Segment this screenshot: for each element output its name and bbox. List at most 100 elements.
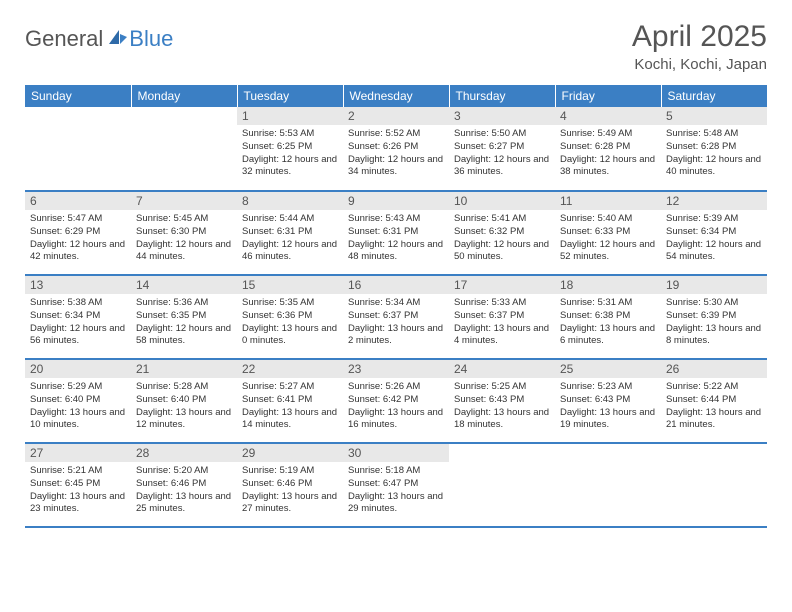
day-number: 12 bbox=[661, 192, 767, 210]
day-body: Sunrise: 5:27 AMSunset: 6:41 PMDaylight:… bbox=[237, 378, 343, 437]
day-cell: 30Sunrise: 5:18 AMSunset: 6:47 PMDayligh… bbox=[343, 443, 449, 527]
day-number: 15 bbox=[237, 276, 343, 294]
day-body: Sunrise: 5:21 AMSunset: 6:45 PMDaylight:… bbox=[25, 462, 131, 521]
day-body: Sunrise: 5:30 AMSunset: 6:39 PMDaylight:… bbox=[661, 294, 767, 353]
day-number: 16 bbox=[343, 276, 449, 294]
day-number: 8 bbox=[237, 192, 343, 210]
day-body: Sunrise: 5:52 AMSunset: 6:26 PMDaylight:… bbox=[343, 125, 449, 184]
day-body: Sunrise: 5:36 AMSunset: 6:35 PMDaylight:… bbox=[131, 294, 237, 353]
day-cell: 19Sunrise: 5:30 AMSunset: 6:39 PMDayligh… bbox=[661, 275, 767, 359]
empty-cell bbox=[131, 107, 237, 191]
day-cell: 24Sunrise: 5:25 AMSunset: 6:43 PMDayligh… bbox=[449, 359, 555, 443]
day-number: 3 bbox=[449, 107, 555, 125]
day-cell: 28Sunrise: 5:20 AMSunset: 6:46 PMDayligh… bbox=[131, 443, 237, 527]
day-body: Sunrise: 5:29 AMSunset: 6:40 PMDaylight:… bbox=[25, 378, 131, 437]
month-title: April 2025 bbox=[632, 20, 767, 54]
day-number: 23 bbox=[343, 360, 449, 378]
week-row: 13Sunrise: 5:38 AMSunset: 6:34 PMDayligh… bbox=[25, 275, 767, 359]
empty-cell bbox=[661, 443, 767, 527]
day-body: Sunrise: 5:50 AMSunset: 6:27 PMDaylight:… bbox=[449, 125, 555, 184]
day-cell: 9Sunrise: 5:43 AMSunset: 6:31 PMDaylight… bbox=[343, 191, 449, 275]
day-number: 4 bbox=[555, 107, 661, 125]
day-cell: 27Sunrise: 5:21 AMSunset: 6:45 PMDayligh… bbox=[25, 443, 131, 527]
day-number: 14 bbox=[131, 276, 237, 294]
sail-icon bbox=[107, 26, 129, 52]
day-cell: 5Sunrise: 5:48 AMSunset: 6:28 PMDaylight… bbox=[661, 107, 767, 191]
brand-part1: General bbox=[25, 26, 103, 52]
day-cell: 13Sunrise: 5:38 AMSunset: 6:34 PMDayligh… bbox=[25, 275, 131, 359]
day-cell: 14Sunrise: 5:36 AMSunset: 6:35 PMDayligh… bbox=[131, 275, 237, 359]
day-cell: 23Sunrise: 5:26 AMSunset: 6:42 PMDayligh… bbox=[343, 359, 449, 443]
location-text: Kochi, Kochi, Japan bbox=[632, 56, 767, 73]
day-cell: 29Sunrise: 5:19 AMSunset: 6:46 PMDayligh… bbox=[237, 443, 343, 527]
day-cell: 6Sunrise: 5:47 AMSunset: 6:29 PMDaylight… bbox=[25, 191, 131, 275]
day-number: 1 bbox=[237, 107, 343, 125]
day-cell: 26Sunrise: 5:22 AMSunset: 6:44 PMDayligh… bbox=[661, 359, 767, 443]
calendar-page: General Blue April 2025 Kochi, Kochi, Ja… bbox=[0, 0, 792, 548]
day-cell: 12Sunrise: 5:39 AMSunset: 6:34 PMDayligh… bbox=[661, 191, 767, 275]
day-body: Sunrise: 5:25 AMSunset: 6:43 PMDaylight:… bbox=[449, 378, 555, 437]
day-body: Sunrise: 5:47 AMSunset: 6:29 PMDaylight:… bbox=[25, 210, 131, 269]
day-body: Sunrise: 5:35 AMSunset: 6:36 PMDaylight:… bbox=[237, 294, 343, 353]
day-number: 20 bbox=[25, 360, 131, 378]
day-number: 24 bbox=[449, 360, 555, 378]
day-number: 11 bbox=[555, 192, 661, 210]
day-number: 26 bbox=[661, 360, 767, 378]
day-body: Sunrise: 5:31 AMSunset: 6:38 PMDaylight:… bbox=[555, 294, 661, 353]
day-cell: 16Sunrise: 5:34 AMSunset: 6:37 PMDayligh… bbox=[343, 275, 449, 359]
day-number: 28 bbox=[131, 444, 237, 462]
calendar-table: SundayMondayTuesdayWednesdayThursdayFrid… bbox=[25, 85, 767, 528]
dow-row: SundayMondayTuesdayWednesdayThursdayFrid… bbox=[25, 85, 767, 107]
dow-cell: Monday bbox=[131, 85, 237, 107]
day-body: Sunrise: 5:45 AMSunset: 6:30 PMDaylight:… bbox=[131, 210, 237, 269]
day-number: 13 bbox=[25, 276, 131, 294]
day-cell: 11Sunrise: 5:40 AMSunset: 6:33 PMDayligh… bbox=[555, 191, 661, 275]
day-cell: 18Sunrise: 5:31 AMSunset: 6:38 PMDayligh… bbox=[555, 275, 661, 359]
day-body: Sunrise: 5:49 AMSunset: 6:28 PMDaylight:… bbox=[555, 125, 661, 184]
day-cell: 1Sunrise: 5:53 AMSunset: 6:25 PMDaylight… bbox=[237, 107, 343, 191]
day-number: 5 bbox=[661, 107, 767, 125]
calendar-body: SundayMondayTuesdayWednesdayThursdayFrid… bbox=[25, 85, 767, 527]
day-number: 21 bbox=[131, 360, 237, 378]
day-cell: 4Sunrise: 5:49 AMSunset: 6:28 PMDaylight… bbox=[555, 107, 661, 191]
day-cell: 15Sunrise: 5:35 AMSunset: 6:36 PMDayligh… bbox=[237, 275, 343, 359]
day-number: 22 bbox=[237, 360, 343, 378]
day-number: 27 bbox=[25, 444, 131, 462]
week-row: 6Sunrise: 5:47 AMSunset: 6:29 PMDaylight… bbox=[25, 191, 767, 275]
empty-cell bbox=[555, 443, 661, 527]
day-cell: 7Sunrise: 5:45 AMSunset: 6:30 PMDaylight… bbox=[131, 191, 237, 275]
week-row: 27Sunrise: 5:21 AMSunset: 6:45 PMDayligh… bbox=[25, 443, 767, 527]
day-body: Sunrise: 5:23 AMSunset: 6:43 PMDaylight:… bbox=[555, 378, 661, 437]
day-body: Sunrise: 5:19 AMSunset: 6:46 PMDaylight:… bbox=[237, 462, 343, 521]
day-body: Sunrise: 5:18 AMSunset: 6:47 PMDaylight:… bbox=[343, 462, 449, 521]
day-number: 25 bbox=[555, 360, 661, 378]
day-body: Sunrise: 5:44 AMSunset: 6:31 PMDaylight:… bbox=[237, 210, 343, 269]
day-number: 9 bbox=[343, 192, 449, 210]
day-cell: 2Sunrise: 5:52 AMSunset: 6:26 PMDaylight… bbox=[343, 107, 449, 191]
dow-cell: Wednesday bbox=[343, 85, 449, 107]
dow-cell: Sunday bbox=[25, 85, 131, 107]
dow-cell: Saturday bbox=[661, 85, 767, 107]
day-number: 7 bbox=[131, 192, 237, 210]
empty-cell bbox=[25, 107, 131, 191]
day-cell: 17Sunrise: 5:33 AMSunset: 6:37 PMDayligh… bbox=[449, 275, 555, 359]
day-body: Sunrise: 5:39 AMSunset: 6:34 PMDaylight:… bbox=[661, 210, 767, 269]
day-cell: 10Sunrise: 5:41 AMSunset: 6:32 PMDayligh… bbox=[449, 191, 555, 275]
dow-cell: Tuesday bbox=[237, 85, 343, 107]
day-number: 30 bbox=[343, 444, 449, 462]
day-number: 29 bbox=[237, 444, 343, 462]
brand-part2: Blue bbox=[129, 26, 173, 52]
week-row: 1Sunrise: 5:53 AMSunset: 6:25 PMDaylight… bbox=[25, 107, 767, 191]
day-cell: 20Sunrise: 5:29 AMSunset: 6:40 PMDayligh… bbox=[25, 359, 131, 443]
brand-logo: General Blue bbox=[25, 26, 173, 52]
day-cell: 21Sunrise: 5:28 AMSunset: 6:40 PMDayligh… bbox=[131, 359, 237, 443]
day-number: 19 bbox=[661, 276, 767, 294]
day-number: 10 bbox=[449, 192, 555, 210]
day-cell: 3Sunrise: 5:50 AMSunset: 6:27 PMDaylight… bbox=[449, 107, 555, 191]
week-row: 20Sunrise: 5:29 AMSunset: 6:40 PMDayligh… bbox=[25, 359, 767, 443]
dow-cell: Thursday bbox=[449, 85, 555, 107]
title-block: April 2025 Kochi, Kochi, Japan bbox=[632, 20, 767, 73]
day-body: Sunrise: 5:41 AMSunset: 6:32 PMDaylight:… bbox=[449, 210, 555, 269]
day-cell: 22Sunrise: 5:27 AMSunset: 6:41 PMDayligh… bbox=[237, 359, 343, 443]
day-body: Sunrise: 5:28 AMSunset: 6:40 PMDaylight:… bbox=[131, 378, 237, 437]
